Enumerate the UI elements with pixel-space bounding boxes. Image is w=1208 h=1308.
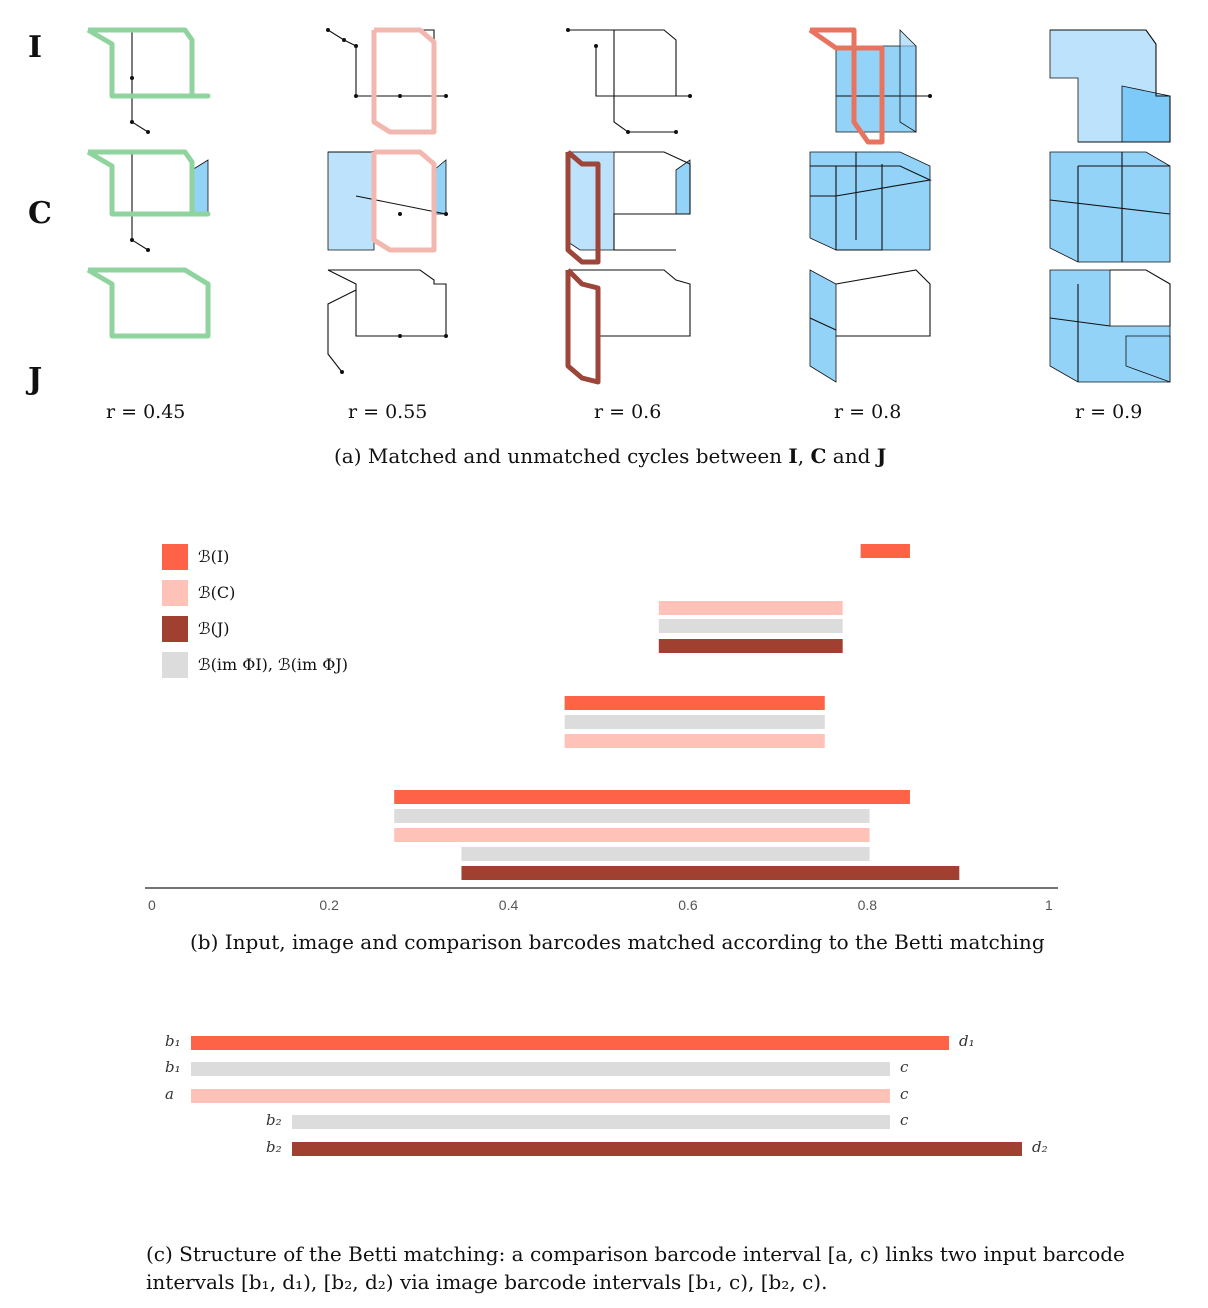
caption-a-J: J: [876, 444, 887, 468]
col1-row-I: [86, 27, 211, 134]
cycle-grid-figure: .blk { stroke:#111; stroke-width:1.1; fi…: [86, 27, 1171, 385]
structure-bar-2: [191, 1062, 890, 1076]
legend-swatch-1: [162, 544, 188, 570]
caption-a-sep: ,: [797, 444, 811, 468]
barcode-bar-11: [461, 847, 870, 861]
structure-right-label-2: c: [900, 1058, 909, 1076]
x-tick-label: 1: [1045, 897, 1053, 913]
barcode-bar-12: [461, 866, 960, 880]
col5-row-C: [1049, 151, 1171, 263]
col2-row-C: [327, 149, 448, 253]
col3-row-I: [566, 28, 692, 134]
barcode-bar-4: [658, 639, 843, 653]
r-value-4: r = 0.8: [834, 401, 902, 423]
betti-structure-chart: [191, 1036, 1022, 1156]
col3-row-C: [565, 150, 691, 265]
structure-right-label-3: c: [900, 1085, 909, 1103]
structure-left-label-5: b₂: [266, 1138, 282, 1156]
caption-a: (a) Matched and unmatched cycles between…: [334, 444, 886, 468]
barcode-chart: [145, 544, 1058, 889]
structure-left-label-4: b₂: [266, 1111, 282, 1129]
col1-row-J: [86, 267, 211, 339]
row-label-I: I: [28, 30, 43, 65]
legend-label-2: ℬ(C): [198, 583, 236, 602]
col2-row-J: [327, 269, 448, 374]
caption-a-prefix: (a) Matched and unmatched cycles between: [334, 444, 789, 468]
caption-b: (b) Input, image and comparison barcodes…: [190, 930, 1045, 954]
legend-swatch-3: [162, 616, 188, 642]
caption-c-line1: (c) Structure of the Betti matching: a c…: [146, 1242, 1125, 1266]
structure-bar-1: [191, 1036, 949, 1050]
legend-swatch-2: [162, 580, 188, 606]
barcode-bar-8: [394, 790, 910, 804]
barcode-bar-9: [394, 809, 870, 823]
legend-label-1: ℬ(I): [198, 547, 230, 566]
r-value-1: r = 0.45: [106, 401, 186, 423]
x-tick-label: 0.8: [857, 897, 878, 913]
x-tick-label: 0.4: [498, 897, 519, 913]
structure-bar-3: [191, 1089, 890, 1103]
structure-right-label-1: d₁: [959, 1032, 975, 1050]
barcode-bar-1: [860, 544, 910, 558]
row-label-J: J: [28, 362, 43, 397]
barcode-bar-5: [564, 696, 825, 710]
barcode-bar-6: [564, 715, 825, 729]
col4-row-J: [809, 269, 931, 383]
structure-right-label-4: c: [900, 1111, 909, 1129]
col4-row-I: [808, 27, 932, 145]
r-value-5: r = 0.9: [1075, 401, 1143, 423]
col5-row-J: [1049, 269, 1171, 383]
legend-label-4: ℬ(im ΦI), ℬ(im ΦJ): [198, 655, 349, 674]
structure-left-label-2: b₁: [165, 1058, 181, 1076]
barcode-bar-2: [658, 601, 843, 615]
r-value-2: r = 0.55: [348, 401, 428, 423]
caption-c-line2: intervals [b₁, d₁), [b₂, d₂) via image b…: [146, 1270, 828, 1294]
structure-left-label-3: a: [165, 1085, 174, 1103]
x-tick-label: 0: [148, 897, 156, 913]
x-tick-label: 0.6: [678, 897, 698, 913]
structure-bar-5: [292, 1142, 1022, 1156]
col2-row-I: [326, 27, 448, 135]
caption-a-and: and: [826, 444, 877, 468]
x-tick-label: 0.2: [319, 897, 339, 913]
barcode-bar-10: [394, 828, 870, 842]
legend-label-3: ℬ(J): [198, 619, 230, 638]
col4-row-C: [809, 151, 932, 251]
col5-row-I: [1049, 29, 1171, 143]
barcode-bar-3: [658, 619, 843, 633]
structure-bar-4: [292, 1115, 890, 1129]
r-value-3: r = 0.6: [594, 401, 662, 423]
legend-swatch-4: [162, 652, 188, 678]
col3-row-J: [565, 268, 691, 385]
row-label-C: C: [28, 196, 52, 231]
caption-a-C: C: [810, 444, 827, 468]
structure-left-label-1: b₁: [165, 1032, 181, 1050]
caption-a-I: I: [788, 444, 798, 468]
col1-row-C: [86, 149, 211, 252]
structure-right-label-5: d₂: [1032, 1138, 1048, 1156]
barcode-bar-7: [564, 734, 825, 748]
